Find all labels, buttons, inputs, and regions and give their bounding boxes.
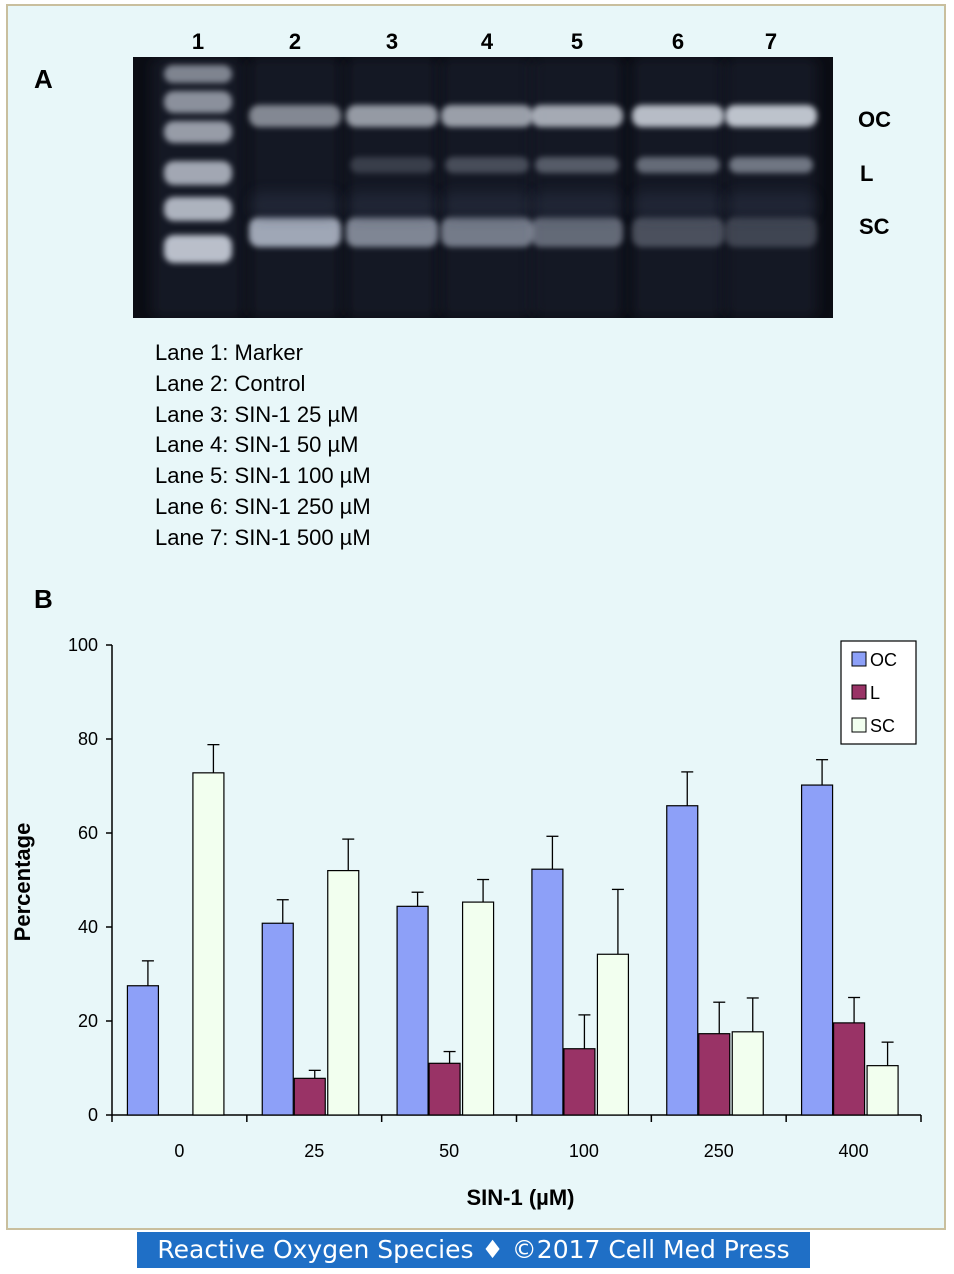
lane-number: 1 — [191, 29, 205, 54]
bar-sc — [596, 953, 630, 1116]
panel-a-letter: A — [34, 64, 53, 94]
bar-oc — [531, 868, 564, 1116]
gel-band — [445, 157, 529, 173]
band-label-sc: SC — [859, 214, 890, 239]
x-tick-label: 25 — [304, 1141, 324, 1161]
gel-band — [533, 192, 621, 218]
gel-band — [729, 157, 813, 173]
bar-sc — [461, 901, 495, 1116]
gel-band — [632, 105, 724, 127]
bar-l — [428, 1062, 461, 1116]
bar-l — [293, 1077, 326, 1116]
gel-lanes — [152, 57, 817, 318]
gel-band — [727, 192, 815, 218]
gel-band — [249, 217, 341, 247]
y-tick-label: 100 — [68, 635, 98, 655]
y-tick-label: 0 — [88, 1105, 98, 1125]
bar-l — [563, 1048, 596, 1116]
y-tick-label: 40 — [78, 917, 98, 937]
gel-band — [441, 217, 533, 247]
gel-band — [535, 157, 619, 173]
lane-number: 2 — [288, 29, 302, 54]
gel-band — [164, 121, 232, 143]
lane-legend-item: Lane 4: SIN-1 50 µM — [155, 432, 359, 458]
bar-oc — [261, 922, 294, 1116]
gel-band — [531, 217, 623, 247]
x-tick-label: 100 — [569, 1141, 599, 1161]
panel-b-letter: B — [34, 584, 53, 614]
gel-band — [531, 105, 623, 127]
bar-l — [832, 1022, 866, 1116]
y-tick-label: 20 — [78, 1011, 98, 1031]
gel-band — [441, 105, 533, 127]
gel-band — [164, 197, 232, 221]
gel-band — [164, 235, 232, 263]
lane-number: 3 — [385, 29, 399, 54]
bar-oc — [396, 905, 429, 1116]
lane-number: 5 — [570, 29, 584, 54]
bar-sc — [731, 1031, 764, 1116]
y-tick-label: 60 — [78, 823, 98, 843]
gel-band — [251, 192, 339, 218]
lane-legend-item: Lane 6: SIN-1 250 µM — [155, 493, 371, 519]
bar-sc — [327, 869, 360, 1116]
lane-number: 4 — [480, 29, 494, 54]
gel-band — [164, 161, 232, 185]
x-tick-label: 0 — [174, 1141, 184, 1161]
lane-number: 7 — [764, 29, 778, 54]
gel-band — [346, 105, 438, 127]
lane-legend-item: Lane 1: Marker — [155, 340, 303, 365]
gel-band — [725, 105, 817, 127]
gel-band — [632, 217, 724, 247]
lane-legend-item: Lane 7: SIN-1 500 µM — [155, 524, 371, 550]
lane-legend-item: Lane 5: SIN-1 100 µM — [155, 463, 371, 489]
y-tick-label: 80 — [78, 729, 98, 749]
gel-band — [350, 157, 434, 173]
gel-band — [443, 192, 531, 218]
gel-band — [348, 192, 436, 218]
legend-swatch — [851, 684, 867, 700]
gel-band — [634, 192, 722, 218]
legend-swatch — [851, 651, 867, 667]
gel-image — [133, 57, 833, 318]
legend-label: SC — [870, 716, 895, 736]
footer-banner: Reactive Oxygen Species ♦ ©2017 Cell Med… — [137, 1232, 810, 1268]
band-label-l: L — [860, 161, 874, 186]
bar-sc — [866, 1065, 899, 1116]
lane-legend: Lane 1: Marker Lane 2: Control Lane 3: S… — [155, 338, 371, 554]
x-axis-label: SIN-1 (µM) — [466, 1185, 574, 1210]
bar-l — [698, 1033, 731, 1116]
gel-band — [164, 65, 232, 83]
legend-label: L — [870, 683, 880, 703]
bar-oc — [126, 985, 160, 1116]
lane-legend-item: Lane 3: SIN-1 25 µM — [155, 401, 359, 427]
gel-band — [164, 91, 232, 113]
lane-legend-item: Lane 2: Control — [155, 370, 306, 396]
gel-band — [725, 217, 817, 247]
legend-label: OC — [870, 650, 897, 670]
band-label-oc: OC — [858, 107, 891, 132]
bar-oc — [800, 784, 834, 1116]
legend-swatch — [851, 717, 867, 733]
bar-sc — [192, 772, 225, 1116]
gel-band — [346, 217, 438, 247]
x-tick-label: 50 — [439, 1141, 459, 1161]
lane-number: 6 — [671, 29, 685, 54]
y-axis-label: Percentage — [10, 823, 35, 942]
x-tick-label: 400 — [839, 1141, 869, 1161]
gel-band — [636, 157, 720, 173]
bar-oc — [666, 805, 699, 1116]
x-tick-label: 250 — [704, 1141, 734, 1161]
gel-band — [249, 105, 341, 127]
